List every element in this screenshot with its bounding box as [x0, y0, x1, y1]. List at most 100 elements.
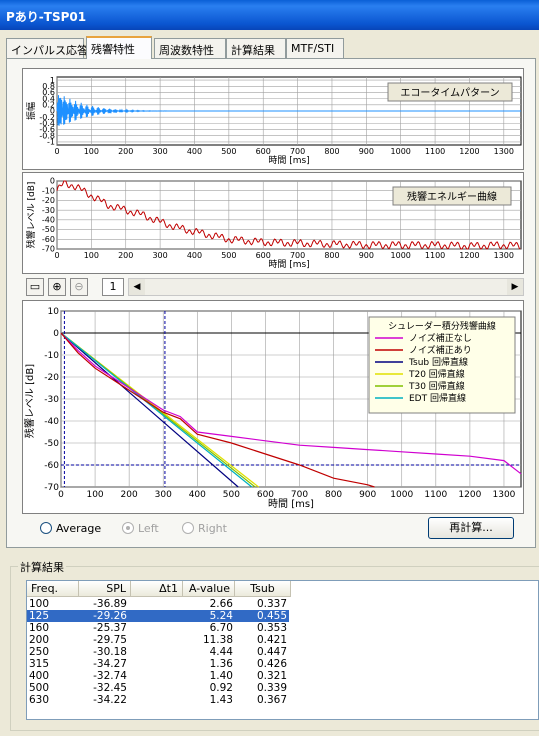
- x-tick-label: 100: [84, 147, 99, 156]
- x-tick-label: 1300: [494, 251, 514, 260]
- table-cell: 0.321: [256, 670, 287, 682]
- zoom-out-icon[interactable]: ⊖: [70, 278, 88, 296]
- x-tick-label: 1000: [391, 147, 411, 156]
- table-cell: 0.367: [256, 694, 287, 706]
- x-tick-label: 500: [221, 147, 236, 156]
- y-tick-label: -0.4: [39, 119, 55, 128]
- table-row[interactable]: 500 -32.45 0.92 0.339: [27, 682, 289, 694]
- scroll-right-icon[interactable]: ▶: [507, 279, 523, 295]
- legend-box: [368, 316, 516, 414]
- table-cell: 0.455: [256, 610, 287, 622]
- col-dt1[interactable]: Δt1: [131, 581, 183, 597]
- radio-average[interactable]: Average: [40, 522, 101, 536]
- table-cell: 2.66: [209, 598, 233, 610]
- legend-item: T30 回帰直線: [408, 380, 465, 392]
- x-tick-label: 900: [359, 490, 376, 500]
- y-tick-label: -0.8: [39, 131, 55, 140]
- x-tick-label: 600: [256, 147, 271, 156]
- x-tick-label: 100: [84, 251, 99, 260]
- x-tick-label: 200: [118, 147, 133, 156]
- col-tsub[interactable]: Tsub: [235, 581, 291, 597]
- recalculate-button[interactable]: 再計算...: [428, 517, 514, 539]
- table-cell: 400: [29, 670, 50, 682]
- results-group: [10, 566, 539, 731]
- tab-impulse[interactable]: インパルス応答: [6, 38, 88, 58]
- table-row[interactable]: 160 -25.37 6.70 0.353: [27, 622, 289, 634]
- table-cell: 5.24: [209, 610, 233, 622]
- tab-frequency[interactable]: 周波数特性: [154, 38, 226, 58]
- results-list[interactable]: Freq. SPL Δt1 A-value Tsub 100 -36.89 2.66…: [26, 580, 539, 720]
- y-tick-label: -50: [44, 439, 59, 449]
- x-tick-label: 1000: [390, 490, 413, 500]
- table-row[interactable]: 100 -36.89 2.66 0.337: [27, 598, 289, 610]
- x-tick-label: 400: [187, 147, 202, 156]
- table-cell: 11.38: [202, 634, 233, 646]
- table-row[interactable]: 250 -30.18 4.44 0.447: [27, 646, 289, 658]
- table-cell: -32.74: [93, 670, 127, 682]
- table-cell: 250: [29, 646, 50, 658]
- table-row[interactable]: 200 -29.75 11.38 0.421: [27, 634, 289, 646]
- radio-right[interactable]: Right: [182, 522, 227, 536]
- table-cell: 315: [29, 658, 50, 670]
- legend-item: Tsub 回帰直線: [408, 356, 468, 368]
- tab-results[interactable]: 計算結果: [226, 38, 286, 58]
- y-tick-label: -60: [44, 461, 59, 471]
- table-cell: 1.43: [209, 694, 233, 706]
- col-freq[interactable]: Freq.: [27, 581, 79, 597]
- legend-item: ノイズ補正なし: [409, 332, 472, 344]
- x-tick-label: 600: [256, 251, 271, 260]
- table-row[interactable]: 630 -34.22 1.43 0.367: [27, 694, 289, 706]
- y-tick-label: -10: [44, 351, 59, 361]
- x-tick-label: 0: [54, 147, 59, 156]
- y-tick-label: -40: [44, 417, 59, 427]
- table-row[interactable]: 125 -29.26 5.24 0.455: [27, 610, 289, 622]
- legend-item: T20 回帰直線: [408, 368, 465, 380]
- fit-icon[interactable]: ▭: [26, 278, 44, 296]
- window-title: Pあり-TSP01: [0, 0, 539, 30]
- x-tick-label: 700: [291, 490, 308, 500]
- x-tick-label: 700: [290, 251, 305, 260]
- col-spl[interactable]: SPL: [79, 581, 131, 597]
- y-tick-label: 0.8: [42, 82, 55, 91]
- table-cell: 0.92: [209, 682, 233, 694]
- x-tick-label: 100: [86, 490, 103, 500]
- page-field[interactable]: 1: [102, 278, 124, 296]
- tab-strip: インパルス応答 残響特性 周波数特性 計算結果 MTF/STI: [6, 36, 536, 59]
- table-row[interactable]: 315 -34.27 1.36 0.426: [27, 658, 289, 670]
- table-cell: -30.18: [93, 646, 127, 658]
- echo-title-label: エコータイムパターン: [400, 87, 499, 99]
- zoom-in-icon[interactable]: ⊕: [48, 278, 66, 296]
- table-cell: -25.37: [93, 622, 127, 634]
- legend-item: EDT 回帰直線: [409, 392, 466, 404]
- radio-left[interactable]: Left: [122, 522, 159, 536]
- table-cell: 0.426: [256, 658, 287, 670]
- x-tick-label: 1200: [459, 251, 479, 260]
- scroll-left-icon[interactable]: ◀: [129, 279, 145, 295]
- tab-reverb[interactable]: 残響特性: [86, 36, 152, 59]
- y-tick-label: -30: [42, 206, 55, 215]
- tab-mtf[interactable]: MTF/STI: [286, 38, 344, 58]
- decay-title-label: 残響エネルギー曲線: [407, 190, 497, 203]
- x-tick-label: 300: [152, 147, 167, 156]
- series-line-1: [60, 332, 375, 488]
- decay-title-button: [392, 186, 512, 206]
- results-group-title: 計算結果: [18, 559, 66, 575]
- decay-curve: [56, 180, 521, 250]
- y-tick-label: -1: [47, 138, 55, 147]
- results-header: Freq. SPL Δt1 A-value Tsub: [27, 581, 539, 597]
- table-row[interactable]: 400 -32.74 1.40 0.321: [27, 670, 289, 682]
- table-cell: -34.27: [93, 658, 127, 670]
- y-tick-label: 0: [53, 329, 59, 339]
- col-avalue[interactable]: A-value: [183, 581, 235, 597]
- series-line-2: [60, 332, 239, 488]
- y-tick-label: 1: [50, 76, 55, 85]
- y-tick-label: -70: [42, 245, 55, 254]
- y-tick-label: -0.6: [39, 125, 55, 134]
- x-tick-label: 1100: [425, 251, 445, 260]
- x-tick-label: 800: [325, 490, 342, 500]
- table-cell: -34.22: [93, 694, 127, 706]
- y-tick-label: -0.2: [39, 113, 55, 122]
- legend-item: ノイズ補正あり: [409, 344, 472, 356]
- x-tick-label: 300: [155, 490, 172, 500]
- horizontal-scrollbar[interactable]: ◀ ▶: [128, 278, 524, 296]
